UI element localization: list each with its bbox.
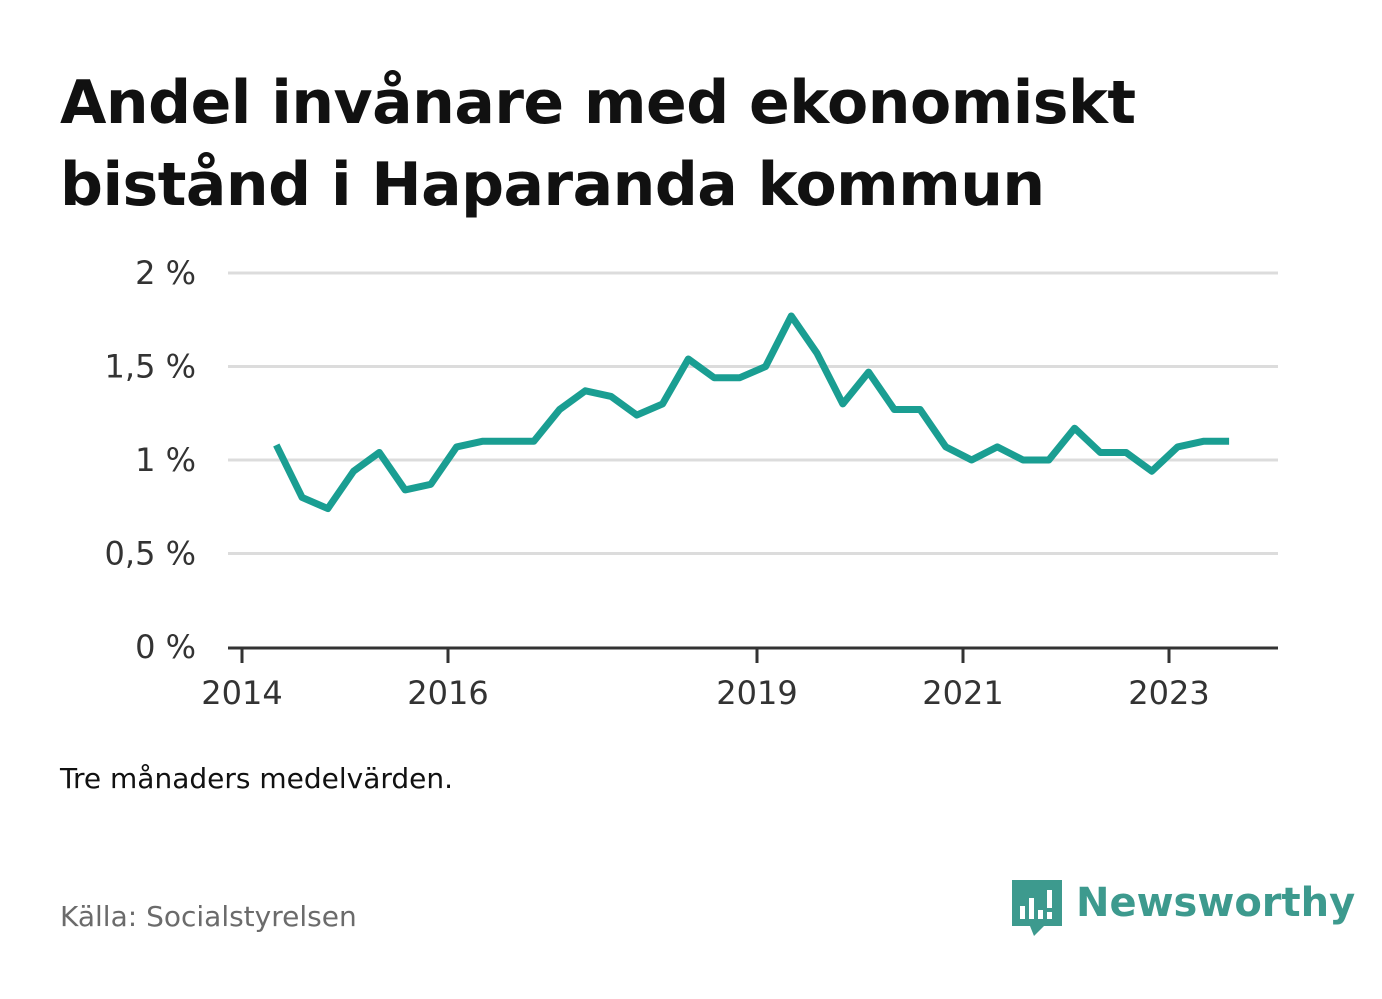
- data-point: [942, 443, 949, 450]
- data-point: [376, 449, 383, 456]
- data-point: [1174, 443, 1181, 450]
- chart-note: Tre månaders medelvärden.: [60, 762, 454, 795]
- data-point: [1226, 438, 1233, 445]
- data-point: [1097, 449, 1104, 456]
- data-point: [1148, 468, 1155, 475]
- data-point: [1045, 457, 1052, 464]
- data-point: [633, 412, 640, 419]
- data-point: [891, 406, 898, 413]
- data-point: [1071, 425, 1078, 432]
- data-point: [968, 457, 975, 464]
- data-point: [788, 313, 795, 320]
- data-point: [427, 481, 434, 488]
- data-point: [685, 356, 692, 363]
- y-tick-label: 1 %: [135, 441, 196, 479]
- data-point: [1020, 457, 1027, 464]
- data-point: [839, 400, 846, 407]
- data-point: [608, 393, 615, 400]
- y-tick-label: 1,5 %: [105, 348, 196, 386]
- brand-logo-lockup: Newsworthy: [1010, 876, 1355, 940]
- y-tick-label: 0,5 %: [105, 535, 196, 573]
- data-point: [994, 443, 1001, 450]
- y-tick-label: 0 %: [135, 628, 196, 666]
- data-point: [917, 406, 924, 413]
- data-point: [582, 387, 589, 394]
- data-point: [324, 505, 331, 512]
- x-axis: [228, 646, 1278, 663]
- data-point: [556, 406, 563, 413]
- y-axis-tick-labels: 0 % 0,5 % 1 % 1,5 % 2 %: [105, 254, 196, 666]
- source-credit: Källa: Socialstyrelsen: [60, 900, 357, 933]
- data-point: [453, 443, 460, 450]
- data-point: [659, 400, 666, 407]
- gridlines: [228, 271, 1278, 555]
- data-point: [402, 486, 409, 493]
- data-point: [479, 438, 486, 445]
- data-point: [273, 442, 280, 449]
- data-point: [762, 363, 769, 370]
- x-tick-label: 2019: [716, 674, 797, 712]
- data-point: [505, 438, 512, 445]
- x-tick-label: 2016: [407, 674, 488, 712]
- x-axis-tick-labels: 2014 2016 2019 2021 2023: [201, 674, 1209, 712]
- data-point: [1200, 438, 1207, 445]
- data-point: [865, 369, 872, 376]
- data-point: [711, 374, 718, 381]
- data-point: [530, 438, 537, 445]
- series-line: [273, 312, 1230, 513]
- data-point: [814, 350, 821, 357]
- x-tick-label: 2023: [1128, 674, 1209, 712]
- data-point: [350, 468, 357, 475]
- brand-name: Newsworthy: [1076, 880, 1356, 926]
- data-series: [273, 312, 1233, 513]
- bar-chart-speech-bubble-icon: [1012, 880, 1062, 936]
- chart-title: Andel invånare med ekonomiskt bistånd i …: [60, 68, 1136, 220]
- y-tick-label: 2 %: [135, 254, 196, 292]
- x-tick-label: 2021: [922, 674, 1003, 712]
- data-point: [736, 374, 743, 381]
- data-point: [299, 494, 306, 501]
- x-tick-label: 2014: [201, 674, 282, 712]
- data-point: [1123, 449, 1130, 456]
